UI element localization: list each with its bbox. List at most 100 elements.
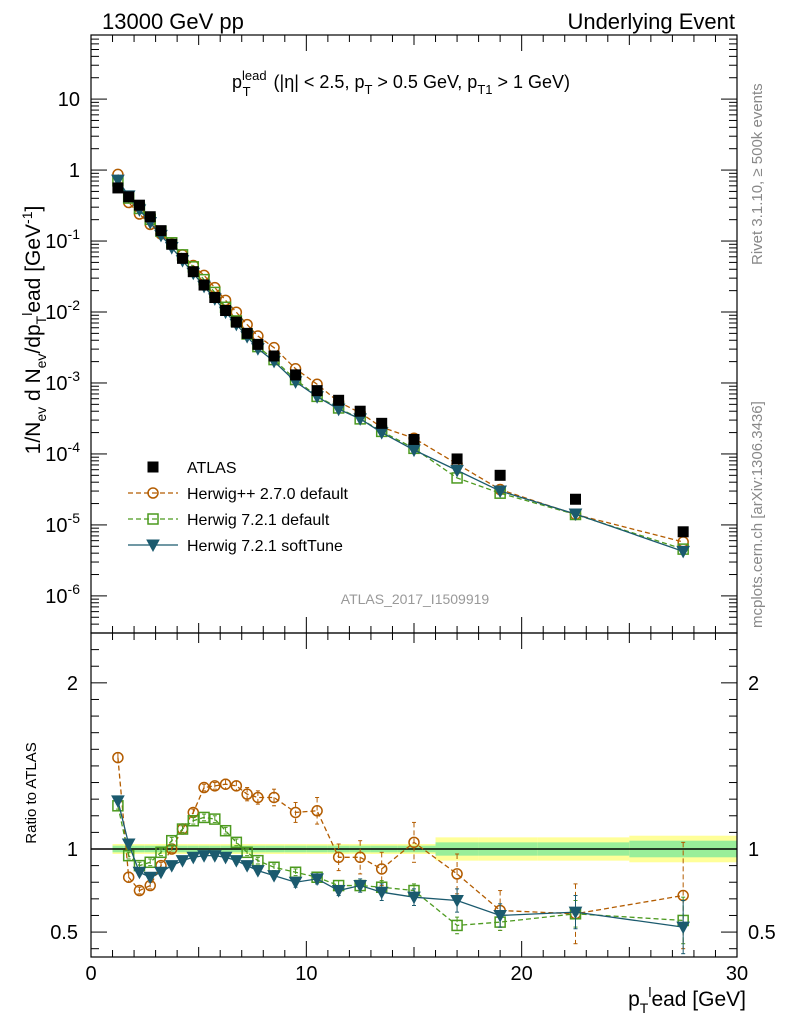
ratio-series-point bbox=[209, 780, 221, 792]
main-series-point bbox=[407, 444, 421, 458]
rivet-version-label: Rivet 3.1.10, ≥ 500k events bbox=[749, 83, 766, 265]
ratio-panel-series bbox=[111, 751, 691, 955]
plot-title: plead T (|η| < 2.5, pT > 0.5 GeV, pT1 > 1… bbox=[232, 68, 570, 99]
atlas-data-point bbox=[230, 316, 242, 328]
mcplots-label: mcplots.cern.ch [arXiv:1306.3436] bbox=[749, 401, 766, 628]
atlas-data-point bbox=[177, 252, 189, 264]
atlas-data-point bbox=[144, 211, 156, 223]
ratio-series-point bbox=[252, 791, 264, 804]
ratio-series-point bbox=[198, 811, 210, 824]
ratio-series-point bbox=[288, 876, 303, 890]
atlas-data-point bbox=[252, 338, 264, 350]
ratio-series-point bbox=[493, 909, 507, 923]
legend-label: Herwig 7.2.1 default bbox=[187, 512, 330, 529]
ratio-series-line bbox=[117, 800, 684, 928]
main-y-tick-label: 10-6 bbox=[45, 581, 80, 608]
ratio-series-point bbox=[375, 863, 388, 875]
ratio-series-point bbox=[122, 871, 135, 883]
ratio-series-point bbox=[155, 846, 167, 859]
legend: ATLAS Herwig++ 2.7.0 default Herwig 7.2.1 … bbox=[128, 460, 349, 555]
legend-marker bbox=[147, 513, 159, 525]
x-tick-label: 0 bbox=[85, 963, 96, 985]
main-series-point bbox=[493, 485, 507, 499]
atlas-data-point bbox=[209, 292, 221, 304]
ratio-series-point bbox=[331, 885, 346, 898]
ratio-series-point bbox=[133, 884, 146, 897]
x-tick-label: 10 bbox=[295, 963, 317, 985]
ratio-series-point bbox=[187, 815, 200, 827]
ratio-series-point bbox=[219, 778, 232, 790]
main-series-point bbox=[450, 464, 464, 478]
ratio-series-point bbox=[186, 851, 201, 865]
atlas-data-point bbox=[187, 266, 199, 278]
ratio-series-point bbox=[268, 791, 280, 804]
ratio-series-point bbox=[207, 850, 222, 863]
legend-marker bbox=[147, 487, 159, 499]
ratio-series-point bbox=[175, 855, 190, 868]
ratio-series-point bbox=[568, 906, 583, 920]
atlas-data-point bbox=[268, 350, 280, 362]
analysis-label: ATLAS_2017_I1509919 bbox=[341, 591, 490, 607]
ratio-series-point bbox=[198, 781, 210, 794]
legend-marker bbox=[147, 461, 159, 473]
ratio-series-point bbox=[251, 865, 265, 878]
ratio-series-point bbox=[209, 813, 221, 825]
ratio-series-point bbox=[240, 860, 254, 873]
main-y-tick-label: 10 bbox=[58, 89, 80, 111]
x-axis-label: pTlead [GeV] bbox=[628, 984, 746, 1016]
ratio-series-point bbox=[450, 895, 464, 908]
atlas-data-point bbox=[376, 417, 388, 429]
legend-label: ATLAS bbox=[187, 460, 237, 477]
atlas-data-point bbox=[220, 305, 232, 317]
ratio-series-point bbox=[229, 855, 244, 868]
axis-ticks: 0 10 20 30 10-6 10-5 10-4 10-3 10-2 10-1 1 10 0.5 0.5… bbox=[45, 34, 776, 985]
ratio-series-point bbox=[143, 871, 158, 885]
ratio-y-tick-label-right: 1 bbox=[748, 839, 759, 861]
ratio-y-tick-label-left: 0.5 bbox=[50, 922, 78, 944]
atlas-data-point bbox=[155, 225, 167, 237]
ratio-y-tick-label-right: 2 bbox=[748, 673, 759, 695]
x-tick-label: 30 bbox=[726, 963, 748, 985]
ratio-y-axis-label: Ratio to ATLAS bbox=[23, 742, 40, 843]
main-y-axis-label: 1/Nev d Nev/dpTlead [GeV-1] bbox=[19, 206, 49, 455]
main-series-point bbox=[676, 545, 691, 559]
main-series-point bbox=[677, 536, 689, 548]
header-left: 13000 GeV pp bbox=[102, 9, 244, 34]
ratio-series-point bbox=[121, 838, 136, 852]
main-y-tick-label: 10-3 bbox=[45, 368, 80, 395]
atlas-data-point bbox=[333, 394, 345, 406]
ratio-series-point bbox=[374, 886, 389, 900]
atlas-data-point bbox=[290, 369, 302, 381]
atlas-data-point bbox=[198, 279, 210, 291]
ratio-y-tick-label-right: 0.5 bbox=[748, 922, 776, 944]
ratio-series-point bbox=[197, 850, 211, 863]
ratio-series-point bbox=[289, 806, 302, 819]
ratio-series-point bbox=[112, 751, 124, 764]
main-y-tick-label: 10-2 bbox=[45, 297, 80, 324]
main-series-point bbox=[568, 508, 583, 522]
ratio-series-point bbox=[154, 866, 168, 880]
atlas-data-point bbox=[133, 199, 145, 211]
atlas-data-point bbox=[408, 433, 420, 445]
atlas-data-point bbox=[494, 469, 506, 481]
atlas-data-point bbox=[241, 327, 253, 339]
ratio-panel-frame bbox=[90, 632, 738, 958]
ratio-series-point bbox=[219, 824, 232, 837]
atlas-data-point bbox=[677, 526, 689, 538]
main-series-point bbox=[111, 174, 125, 188]
atlas-data-point bbox=[112, 182, 124, 194]
ratio-series-point bbox=[267, 870, 281, 883]
ratio-series-point bbox=[408, 836, 420, 849]
ratio-series-point bbox=[241, 846, 253, 859]
ratio-series-point bbox=[132, 866, 147, 880]
ratio-series-point bbox=[332, 851, 345, 864]
ratio-series-point bbox=[176, 823, 189, 835]
atlas-data-point bbox=[354, 405, 366, 417]
ratio-series-point bbox=[676, 921, 691, 935]
ratio-series-point bbox=[353, 880, 368, 893]
main-y-tick-label: 10-1 bbox=[45, 226, 80, 253]
ratio-y-tick-label-left: 2 bbox=[67, 673, 78, 695]
legend-label: Herwig 7.2.1 softTune bbox=[187, 538, 343, 555]
ratio-series-point bbox=[230, 780, 243, 792]
ratio-series-point bbox=[311, 805, 323, 817]
